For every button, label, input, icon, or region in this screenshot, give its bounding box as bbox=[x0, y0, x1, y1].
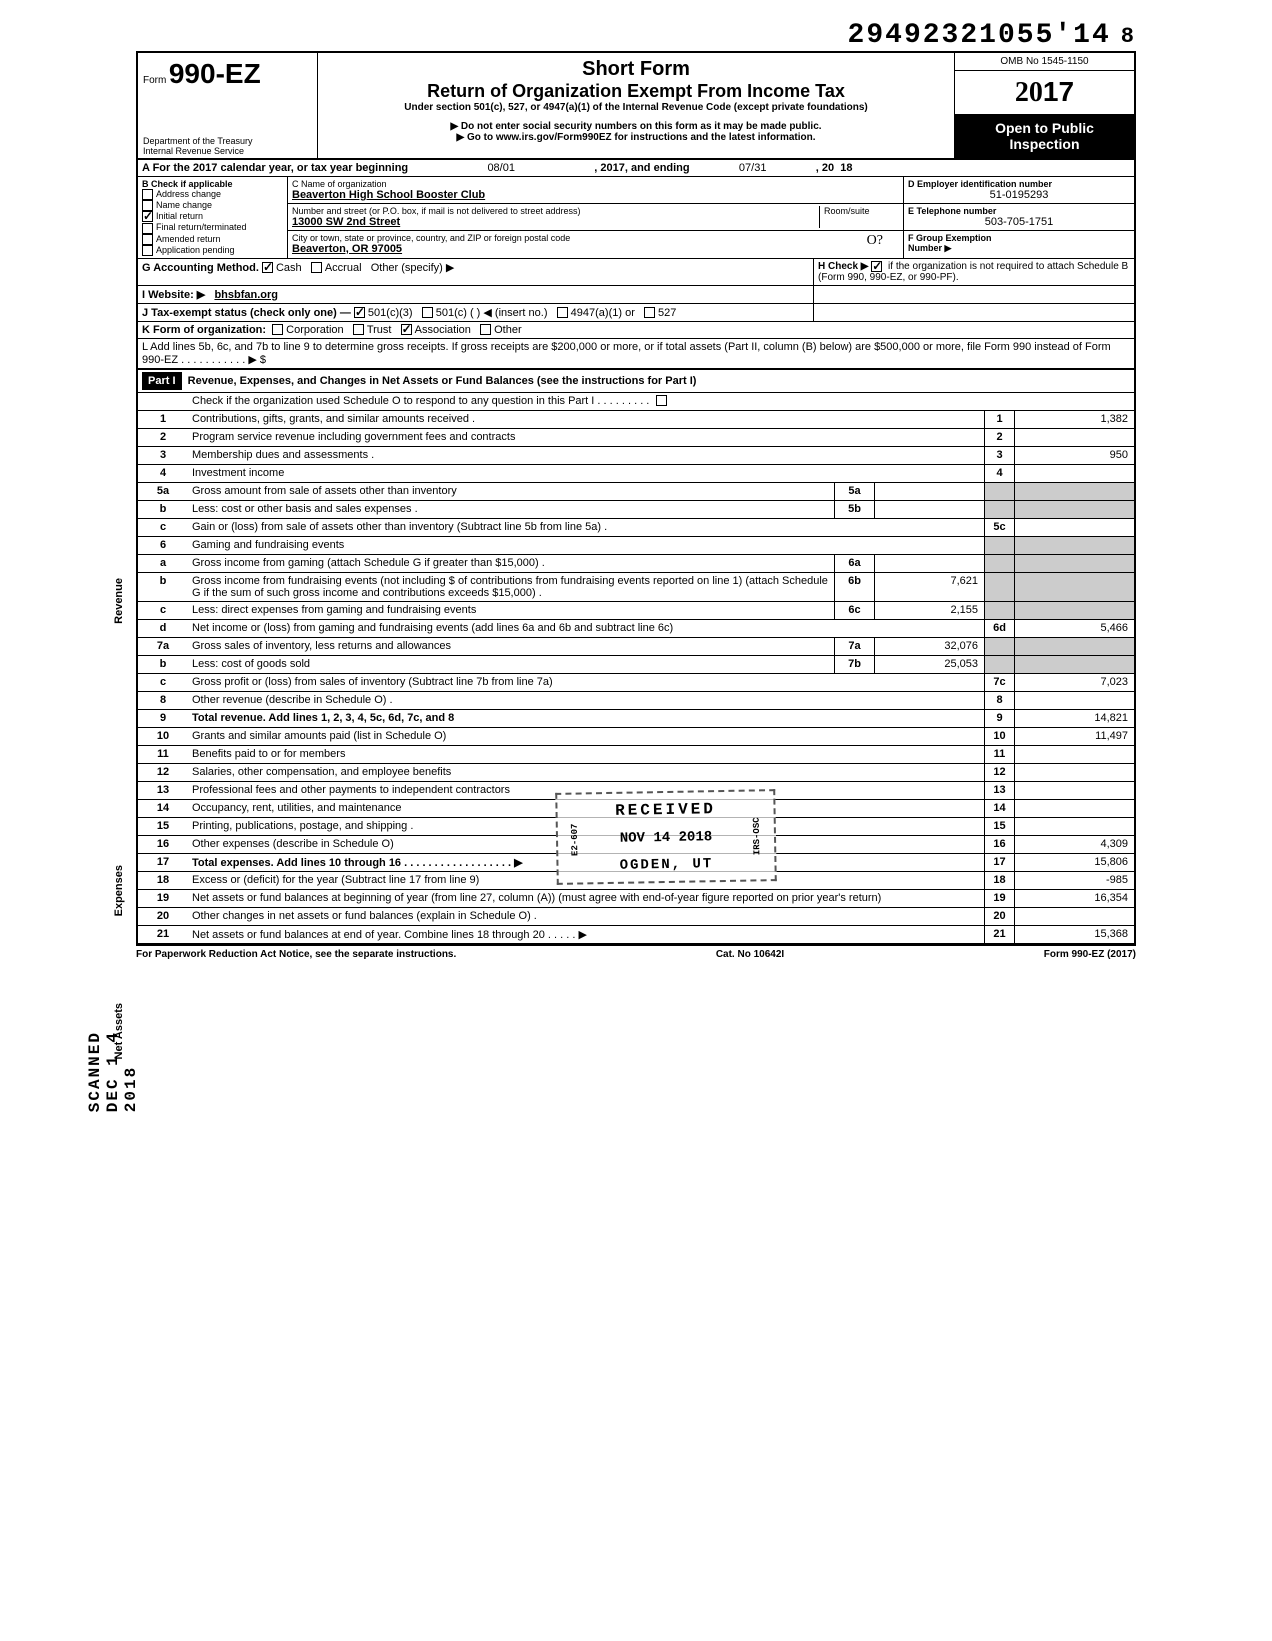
checkbox-4947[interactable] bbox=[557, 307, 568, 318]
form-header: Form 990-EZ Department of the Treasury I… bbox=[136, 51, 1136, 160]
check-item: Final return/terminated bbox=[142, 222, 283, 233]
line-6: 6 Gaming and fundraising events bbox=[136, 537, 1136, 555]
checkbox-schedule-o[interactable] bbox=[656, 395, 667, 406]
line-i: I Website: ▶ bhsbfan.org bbox=[136, 286, 1136, 304]
short-form-title: Short Form bbox=[323, 58, 949, 81]
section-d: D Employer identification number 51-0195… bbox=[904, 177, 1134, 258]
line-11: 11 Benefits paid to or for members 11 bbox=[136, 746, 1136, 764]
omb-number: OMB No 1545-1150 bbox=[955, 53, 1134, 71]
org-address: 13000 SW 2nd Street bbox=[292, 216, 819, 228]
tax-year: 2017 bbox=[955, 71, 1134, 114]
website: bhsbfan.org bbox=[214, 289, 278, 301]
check-label: Final return/terminated bbox=[156, 222, 247, 232]
org-city: Beaverton, OR 97005 bbox=[292, 243, 899, 255]
checkbox-application-pending[interactable] bbox=[142, 245, 153, 256]
checkbox-address-change[interactable] bbox=[142, 189, 153, 200]
ein: 51-0195293 bbox=[908, 189, 1130, 201]
form-number: 990-EZ bbox=[169, 58, 261, 89]
check-item: Address change bbox=[142, 189, 283, 200]
checkbox-501c[interactable] bbox=[422, 307, 433, 318]
document-number: 29492321055'148 bbox=[136, 20, 1136, 51]
line-c: c Less: direct expenses from gaming and … bbox=[136, 602, 1136, 620]
line-8: 8 Other revenue (describe in Schedule O)… bbox=[136, 692, 1136, 710]
return-title: Return of Organization Exempt From Incom… bbox=[323, 81, 949, 102]
checkbox-final-return-terminated[interactable] bbox=[142, 223, 153, 234]
department-label: Department of the Treasury Internal Reve… bbox=[143, 136, 253, 156]
org-info-block: B Check if applicable Address changeName… bbox=[136, 177, 1136, 259]
handwritten-initial: O? bbox=[867, 233, 883, 249]
checkbox-initial-return[interactable] bbox=[142, 211, 153, 222]
check-item: Application pending bbox=[142, 245, 283, 256]
section-b: B Check if applicable Address changeName… bbox=[138, 177, 288, 258]
check-item: Name change bbox=[142, 200, 283, 211]
checkbox-other[interactable] bbox=[480, 324, 491, 335]
line-d: d Net income or (loss) from gaming and f… bbox=[136, 620, 1136, 638]
check-label: Amended return bbox=[156, 234, 221, 244]
part-1-check-o: Check if the organization used Schedule … bbox=[136, 393, 1136, 411]
expenses-label: Expenses bbox=[113, 865, 125, 916]
line-10: 10 Grants and similar amounts paid (list… bbox=[136, 728, 1136, 746]
check-item: Initial return bbox=[142, 211, 283, 222]
line-b: b Less: cost of goods sold 7b 25,053 bbox=[136, 656, 1136, 674]
part-1-header: Part I Revenue, Expenses, and Changes in… bbox=[136, 370, 1136, 393]
line-7a: 7a Gross sales of inventory, less return… bbox=[136, 638, 1136, 656]
instruction-web: ▶ Go to www.irs.gov/Form990EZ for instru… bbox=[323, 132, 949, 143]
section-c: C Name of organization Beaverton High Sc… bbox=[288, 177, 904, 258]
check-label: Initial return bbox=[156, 211, 203, 221]
checkbox-trust[interactable] bbox=[353, 324, 364, 335]
org-name: Beaverton High School Booster Club bbox=[292, 189, 899, 201]
checkbox-amended-return[interactable] bbox=[142, 234, 153, 245]
footer: For Paperwork Reduction Act Notice, see … bbox=[136, 944, 1136, 963]
check-label: Name change bbox=[156, 200, 212, 210]
line-19: 19 Net assets or fund balances at beginn… bbox=[136, 890, 1136, 908]
checkbox-527[interactable] bbox=[644, 307, 655, 318]
checkbox-assoc[interactable] bbox=[401, 324, 412, 335]
line-c: c Gross profit or (loss) from sales of i… bbox=[136, 674, 1136, 692]
line-b: b Less: cost or other basis and sales ex… bbox=[136, 501, 1136, 519]
line-2: 2 Program service revenue including gove… bbox=[136, 429, 1136, 447]
line-12: 12 Salaries, other compensation, and emp… bbox=[136, 764, 1136, 782]
checkbox-cash[interactable] bbox=[262, 262, 273, 273]
line-g-h: G Accounting Method. Cash Accrual Other … bbox=[136, 259, 1136, 286]
checkbox-accrual[interactable] bbox=[311, 262, 322, 273]
revenue-label: Revenue bbox=[113, 578, 125, 624]
line-3: 3 Membership dues and assessments . 3 95… bbox=[136, 447, 1136, 465]
line-a: A For the 2017 calendar year, or tax yea… bbox=[136, 160, 1136, 177]
line-20: 20 Other changes in net assets or fund b… bbox=[136, 908, 1136, 926]
line-l: L Add lines 5b, 6c, and 7b to line 9 to … bbox=[136, 339, 1136, 370]
instruction-ssn: ▶ Do not enter social security numbers o… bbox=[323, 121, 949, 132]
checkbox-corp[interactable] bbox=[272, 324, 283, 335]
line-4: 4 Investment income 4 bbox=[136, 465, 1136, 483]
open-to-public: Open to Public Inspection bbox=[955, 114, 1134, 158]
line-5a: 5a Gross amount from sale of assets othe… bbox=[136, 483, 1136, 501]
line-k: K Form of organization: Corporation Trus… bbox=[136, 322, 1136, 339]
phone: 503-705-1751 bbox=[908, 216, 1130, 228]
line-c: c Gain or (loss) from sale of assets oth… bbox=[136, 519, 1136, 537]
line-9: 9 Total revenue. Add lines 1, 2, 3, 4, 5… bbox=[136, 710, 1136, 728]
line-b: b Gross income from fundraising events (… bbox=[136, 573, 1136, 602]
check-label: Application pending bbox=[156, 245, 235, 255]
check-item: Amended return bbox=[142, 234, 283, 245]
line-1: 1 Contributions, gifts, grants, and simi… bbox=[136, 411, 1136, 429]
under-section: Under section 501(c), 527, or 4947(a)(1)… bbox=[323, 102, 949, 113]
check-label: Address change bbox=[156, 189, 221, 199]
received-stamp: RECEIVED E2-607 NOV 14 2018 IRS-OSC OGDE… bbox=[555, 789, 777, 885]
line-a: a Gross income from gaming (attach Sched… bbox=[136, 555, 1136, 573]
line-21: 21 Net assets or fund balances at end of… bbox=[136, 926, 1136, 944]
checkbox-501c3[interactable] bbox=[354, 307, 365, 318]
checkbox-h[interactable] bbox=[871, 261, 882, 272]
scanned-stamp: SCANNED DEC 1 4 2018 bbox=[86, 1031, 140, 1112]
line-j: J Tax-exempt status (check only one) — 5… bbox=[136, 304, 1136, 322]
